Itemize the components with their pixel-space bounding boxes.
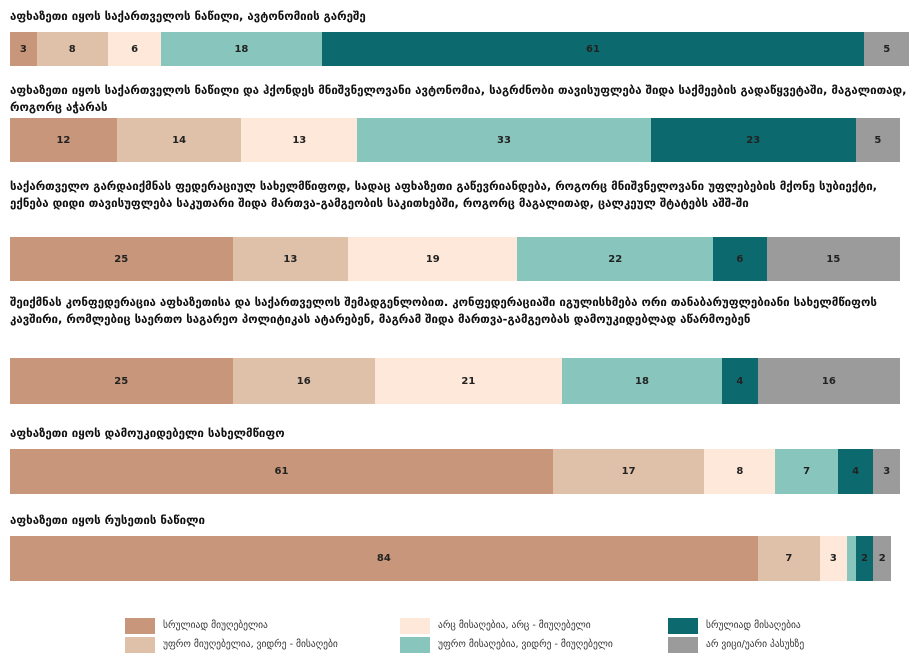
value-label: 8: [736, 466, 744, 477]
value-label: 3: [829, 553, 837, 564]
bar-segment: 7: [757, 536, 820, 581]
legend-swatch: [125, 637, 155, 653]
value-label: 61: [274, 466, 289, 477]
value-label: 25: [114, 375, 129, 387]
bar-segment: 6: [107, 32, 162, 66]
legend-swatch: [400, 618, 430, 634]
value-label: 17: [621, 466, 636, 477]
value-label: 23: [746, 134, 761, 146]
value-label: 3: [883, 466, 891, 477]
value-label: 12: [56, 134, 71, 146]
value-label: 6: [131, 43, 139, 55]
value-label: 7: [803, 466, 811, 477]
bar-segment: 3: [819, 536, 847, 581]
bar-title: საქართველო გარდაიქმნას ფედერაციულ სახელმ…: [10, 179, 878, 210]
bar-segment: 5: [864, 32, 909, 66]
legend-label: არც მისაღებია, არც - მიუღებელი: [438, 620, 591, 631]
bar-segment: 8: [704, 449, 776, 494]
bar-segment: 13: [232, 237, 349, 281]
bar-segment: 4: [722, 358, 758, 404]
legend-label: არ ვიცი/უარი პასუხზე: [706, 639, 805, 650]
bar-segment: 14: [116, 118, 242, 162]
bar-segment: 61: [10, 449, 553, 494]
bar-segment: 13: [241, 118, 358, 162]
bar-segment: 2: [855, 536, 874, 581]
legend-label: სრულიად მისაღებია: [706, 620, 801, 631]
bar-segment: 4: [837, 449, 874, 494]
bar-segment: 8: [36, 32, 108, 66]
legend-label: უფრო მისაღებია, ვიდრე - მიუღებელი: [438, 639, 613, 650]
value-label: 15: [826, 253, 841, 265]
bar-segment: 5: [855, 118, 901, 162]
bar-segment: 7: [775, 449, 838, 494]
bar-segment: 16: [757, 358, 901, 404]
value-label: 6: [736, 253, 744, 265]
bar-segment: 84: [10, 536, 758, 581]
bar-title: აფხაზეთი იყოს რუსეთის ნაწილი: [10, 513, 205, 527]
value-label: 16: [296, 375, 311, 387]
value-label: 33: [497, 134, 511, 146]
bar-segment: 61: [321, 32, 865, 66]
value-label: 14: [172, 134, 187, 146]
value-label: 7: [785, 553, 793, 564]
bar-segment: 3: [10, 32, 37, 66]
value-label: 25: [114, 253, 129, 265]
legend-label: სრულიად მიუღებელია: [163, 620, 268, 631]
bar-title: აფხაზეთი იყოს საქართველოს ნაწილი, ავტონო…: [10, 9, 366, 23]
bar-segment: [846, 536, 856, 581]
legend-swatch: [668, 618, 698, 634]
legend-swatch: [668, 637, 698, 653]
value-label: 4: [736, 375, 744, 387]
value-label: 13: [283, 253, 298, 265]
value-label: 2: [861, 553, 868, 564]
bar-title: აფხაზეთი იყოს დამოუკიდებელი სახელმწიფო: [10, 426, 285, 440]
value-label: 8: [68, 43, 76, 55]
bar-segment: 17: [552, 449, 705, 494]
bar-segment: 25: [10, 237, 233, 281]
legend-swatch: [400, 637, 430, 653]
value-label: 84: [376, 553, 391, 564]
bar-segment: 18: [561, 358, 723, 404]
bar-segment: 19: [348, 237, 518, 281]
legend-label: უფრო მიუღებელია, ვიდრე - მისაღები: [163, 639, 338, 650]
bar-segment: 21: [374, 358, 562, 404]
bar-segment: 2: [873, 536, 892, 581]
bar-segment: 16: [232, 358, 375, 404]
value-label: 18: [635, 375, 649, 387]
bar-segment: 25: [10, 358, 233, 404]
bar-segment: 12: [10, 118, 117, 162]
value-label: 19: [425, 253, 440, 265]
bar-segment: 33: [357, 118, 651, 162]
value-label: 16: [821, 375, 836, 387]
value-label: 13: [292, 134, 307, 146]
value-label: 21: [461, 375, 476, 387]
value-label: 5: [874, 134, 882, 146]
bar-segment: 3: [873, 449, 901, 494]
value-label: 5: [883, 43, 891, 55]
value-label: 18: [234, 43, 249, 55]
bar-segment: 22: [517, 237, 714, 281]
bar-segment: 18: [161, 32, 322, 66]
bar-segment: 23: [650, 118, 856, 162]
legend-swatch: [125, 618, 155, 634]
bar-segment: 15: [766, 237, 901, 281]
bar-title: აფხაზეთი იყოს საქართველოს ნაწილი და ჰქონ…: [10, 83, 907, 114]
bar-title: შეიქმნას კონფედერაცია აფხაზეთისა და საქა…: [10, 295, 877, 326]
value-label: 22: [608, 253, 623, 265]
value-label: 4: [852, 466, 860, 477]
value-label: 61: [586, 43, 600, 55]
value-label: 3: [19, 43, 27, 55]
bar-segment: 6: [713, 237, 767, 281]
value-label: 2: [878, 553, 886, 564]
